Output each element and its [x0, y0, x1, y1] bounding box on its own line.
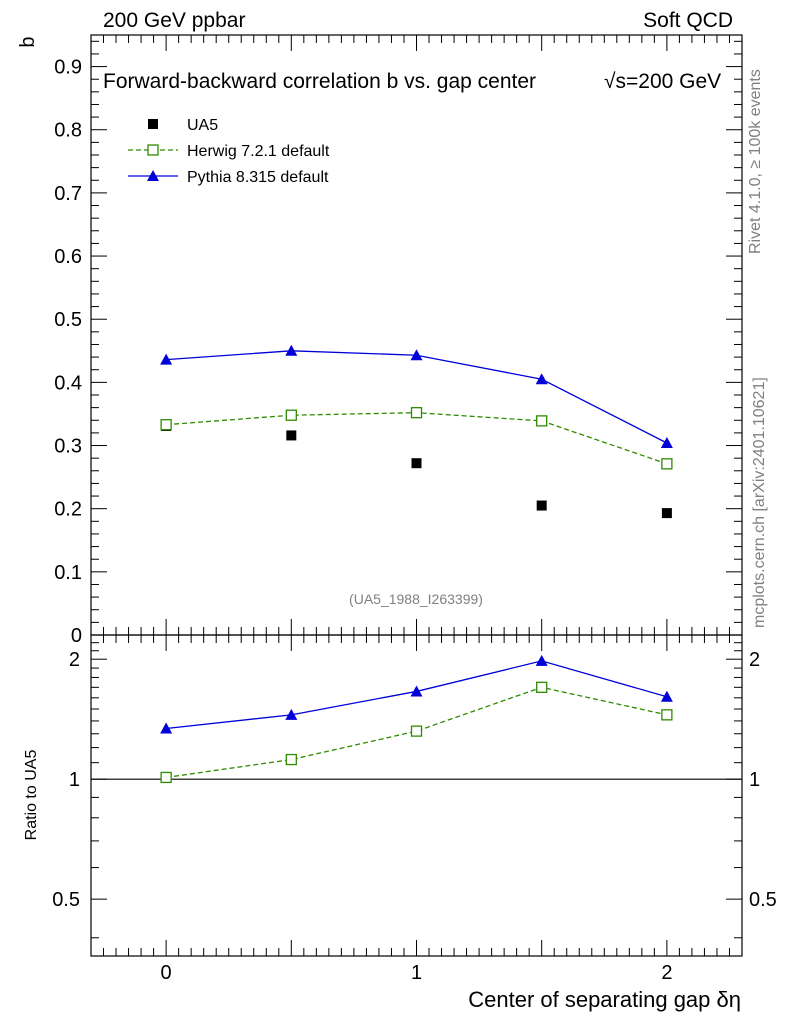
ratio-tick-label-right: 1 — [749, 769, 760, 791]
pythia-point — [285, 344, 298, 356]
herwig-point — [160, 419, 172, 431]
herwig-point — [661, 458, 673, 470]
y-axis-label: b — [17, 36, 39, 47]
ua5-point — [661, 508, 672, 519]
y-tick-label: 0.2 — [54, 499, 82, 521]
ratio-herwig-point — [536, 681, 548, 693]
ratio-herwig-point — [160, 771, 172, 784]
y-tick-label: 0.1 — [54, 562, 82, 584]
ratio-pythia-point — [285, 708, 298, 720]
chart-title-energy: √s=200 GeV — [604, 70, 721, 93]
header-left: 200 GeV ppbar — [103, 9, 245, 32]
y-tick-label: 0.7 — [54, 183, 82, 205]
ratio-series — [160, 654, 673, 784]
legend-label-ua5: UA5 — [187, 117, 218, 134]
y-tick-label: 0.9 — [54, 57, 82, 79]
ratio-pythia-point — [535, 654, 548, 666]
ratio-pythia-point — [410, 685, 423, 697]
ratio-tick-label-right: 0.5 — [749, 889, 777, 911]
ratio-axis-label: Ratio to UA5 — [23, 750, 40, 841]
mcplots-label: mcplots.cern.ch [arXiv:2401.10621] — [751, 377, 768, 628]
ratio-herwig-line — [166, 686, 668, 779]
main-axes: 0 0.1 0.2 0.3 0.4 0.5 0.6 0.7 0.8 0.9 — [54, 35, 743, 647]
ratio-panel-frame — [90, 634, 743, 957]
legend: UA5 Herwig 7.2.1 default Pythia 8.315 de… — [128, 117, 330, 186]
y-tick-label: 0.8 — [54, 120, 82, 142]
legend-marker-herwig — [147, 144, 159, 156]
ua5-point — [286, 430, 297, 441]
herwig-line — [166, 412, 668, 465]
ratio-herwig-point — [661, 709, 673, 721]
x-tick-label: 0 — [161, 962, 172, 984]
chart-title: Forward-backward correlation b vs. gap c… — [103, 70, 536, 93]
legend-marker-pythia — [147, 170, 159, 181]
legend-marker-ua5 — [148, 119, 158, 129]
ratio-tick-label: 0.5 — [52, 889, 80, 911]
ratio-tick-label: 2 — [69, 649, 80, 671]
herwig-point — [410, 407, 423, 419]
ratio-tick-label: 1 — [69, 769, 80, 791]
ua5-point — [411, 458, 422, 469]
rivet-label: Rivet 4.1.0, ≥ 100k events — [747, 69, 764, 254]
ratio-pythia-point — [660, 690, 673, 702]
y-tick-label: 0.3 — [54, 436, 82, 458]
main-series — [160, 344, 673, 519]
pythia-point — [410, 349, 423, 361]
y-tick-label: 0.4 — [54, 372, 82, 394]
x-tick-label: 1 — [411, 962, 422, 984]
ratio-axes: 0 1 2 0.5 0.5 1 1 2 2 — [52, 635, 777, 984]
y-tick-label: 0.5 — [54, 309, 82, 331]
herwig-point — [536, 415, 548, 427]
x-axis-label: Center of separating gap δη — [468, 987, 741, 1012]
pythia-line — [166, 350, 668, 444]
header-right: Soft QCD — [643, 9, 733, 32]
ratio-herwig-point — [285, 753, 297, 766]
ua5-point — [536, 500, 547, 511]
x-tick-label: 2 — [661, 962, 672, 984]
pythia-point — [660, 437, 673, 448]
ratio-tick-label-right: 2 — [749, 649, 760, 671]
pythia-point — [535, 373, 548, 385]
analysis-watermark: (UA5_1988_I263399) — [349, 591, 483, 607]
legend-label-pythia: Pythia 8.315 default — [187, 169, 329, 186]
pythia-point — [160, 353, 173, 365]
ratio-pythia-point — [160, 722, 173, 734]
y-tick-label: 0.6 — [54, 246, 82, 268]
legend-label-herwig: Herwig 7.2.1 default — [187, 143, 330, 160]
herwig-point — [285, 409, 297, 421]
y-tick-label: 0 — [71, 625, 82, 647]
ratio-herwig-point — [410, 725, 423, 737]
